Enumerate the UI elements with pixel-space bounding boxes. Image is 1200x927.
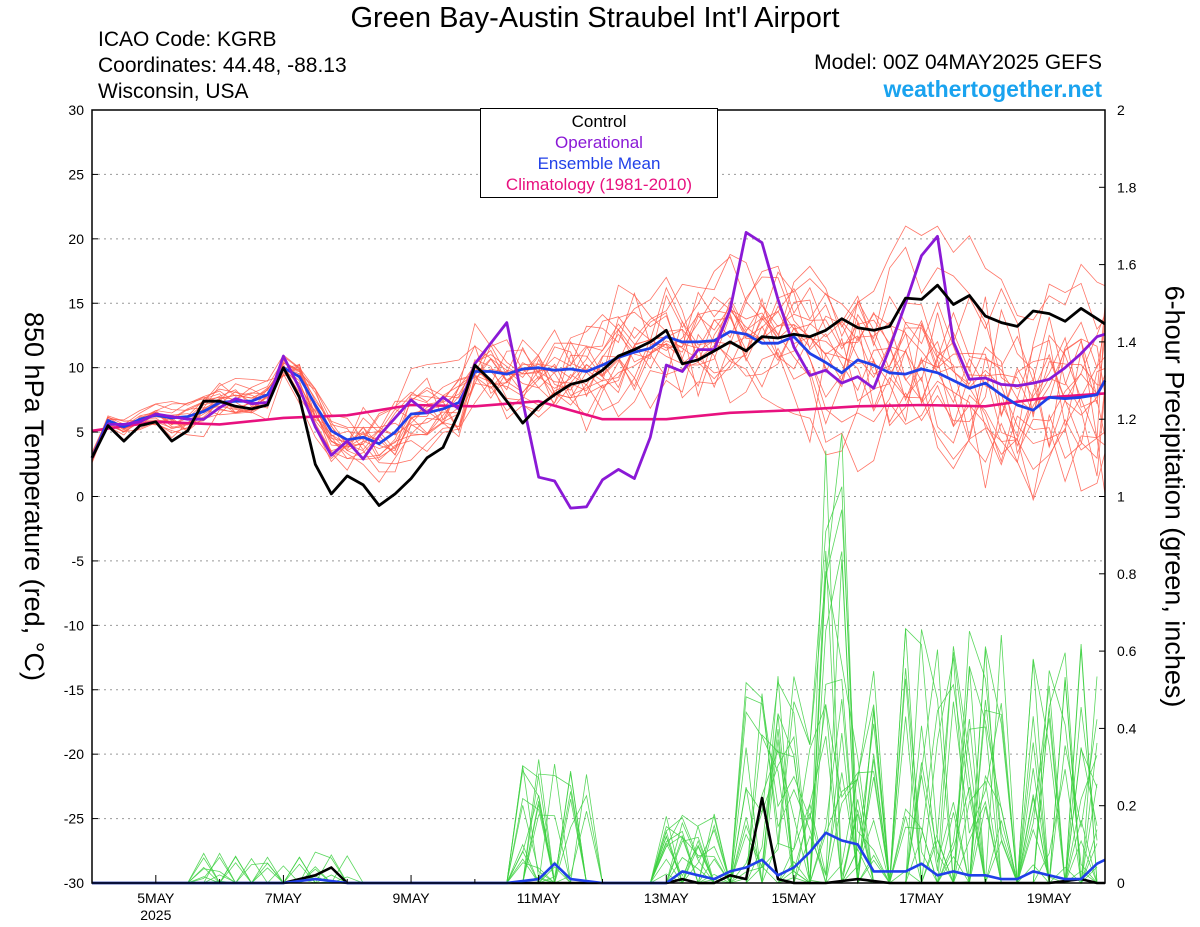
x-tick-label: 9MAY — [393, 890, 431, 906]
y-left-tick-label: 10 — [68, 360, 84, 376]
chart-title: Green Bay-Austin Straubel Int'l Airport — [350, 2, 840, 34]
y-left-tick-label: 15 — [68, 295, 84, 311]
right-axis-ticks: 2 1.8 1.6 1.4 1.2 1 0.8 0.6 0.4 0.2 0 — [1099, 102, 1137, 891]
coordinates: Coordinates: 44.48, -88.13 — [98, 54, 347, 77]
y-right-tick-label: 1 — [1117, 489, 1125, 505]
ensemble-member-precip-line — [92, 433, 1098, 885]
site-link[interactable]: weathertogether.net — [883, 76, 1102, 102]
y-left-tick-label: -20 — [64, 746, 84, 762]
x-tick-label: 15MAY — [771, 890, 817, 906]
ensemble-member-temp-line — [91, 291, 1106, 477]
y-right-tick-label: 0.8 — [1117, 566, 1137, 582]
legend: Control Operational Ensemble Mean Climat… — [480, 108, 718, 198]
ensemble-member-temp-line — [91, 256, 1106, 460]
y-right-tick-label: 0.4 — [1117, 720, 1137, 736]
y-left-tick-label: -5 — [72, 553, 85, 569]
y-right-tick-label: 0.2 — [1117, 798, 1137, 814]
ensemble-member-temp-line — [91, 296, 1106, 456]
ensemble-member-temp-line — [91, 276, 1106, 502]
y-right-tick-label: 1.2 — [1117, 411, 1137, 427]
region: Wisconsin, USA — [98, 80, 249, 103]
control-line — [90, 283, 1106, 507]
grid-lines — [92, 173, 1105, 820]
x-tick-label: 7MAY — [265, 890, 303, 906]
ensemble-member-temp-line — [91, 299, 1106, 483]
ensemble-member-temp-line — [91, 315, 1106, 473]
x-tick-label: 19MAY — [1027, 890, 1073, 906]
ensemble-member-precip-line — [92, 559, 1098, 884]
y-left-tick-label: 0 — [76, 489, 84, 505]
y-left-tick-label: 5 — [76, 424, 84, 440]
ensemble-member-temp-line — [91, 253, 1106, 460]
y-left-tick-label: 30 — [68, 102, 84, 118]
ensemble-member-precip-line — [92, 551, 1098, 885]
y-right-tick-label: 1.8 — [1117, 179, 1137, 195]
legend-ensemble-mean: Ensemble Mean — [537, 154, 661, 173]
operational-line — [90, 230, 1106, 510]
ensemble-mean-line — [90, 330, 1107, 459]
y-right-tick-label: 1.6 — [1117, 257, 1137, 273]
legend-control: Control — [571, 112, 627, 131]
ensemble-member-precip-line — [92, 486, 1098, 884]
x-axis-ticks: 5MAY 7MAY 9MAY 11MAY 13MAY 15MAY 17MAY 19MAY 202… — [91, 875, 1073, 923]
x-tick-label: 17MAY — [899, 890, 945, 906]
y-left-tick-label: -10 — [64, 617, 84, 633]
y-right-tick-label: 0.6 — [1117, 643, 1137, 659]
ensemble-member-precip-line — [92, 550, 1098, 884]
icao-code: ICAO Code: KGRB — [98, 28, 277, 51]
climatology-1981-2010-line — [91, 392, 1106, 433]
y-right-tick-label: 0 — [1117, 875, 1125, 891]
legend-operational: Operational — [555, 133, 643, 152]
x-tick-label: 11MAY — [517, 890, 561, 906]
y-left-tick-label: 25 — [68, 166, 84, 182]
ensemble-member-temp-line — [91, 311, 1106, 492]
ensemble-member-temp-line — [91, 278, 1106, 457]
y-right-tick-label: 2 — [1117, 102, 1125, 118]
y-right-tick-label: 1.4 — [1117, 334, 1137, 350]
y-left-tick-label: -15 — [64, 682, 84, 698]
ensemble-member-precip-lines — [92, 433, 1098, 885]
model-run: Model: 00Z 04MAY2025 GEFS — [814, 51, 1102, 74]
y-axis-label-right: 6-hour Precipitation (green, inches) — [1159, 285, 1190, 708]
ensemble-member-temp-line — [91, 299, 1106, 464]
ensemble-member-precip-line — [92, 627, 1098, 884]
x-year-label: 2025 — [140, 907, 171, 923]
ensemble-member-temperature-lines — [91, 225, 1106, 502]
y-left-tick-label: -30 — [64, 875, 84, 891]
ensemble-member-precip-line — [92, 571, 1098, 885]
y-left-tick-label: -25 — [64, 811, 84, 827]
ensemble-member-precip-line — [92, 628, 1098, 884]
y-left-tick-label: 20 — [68, 231, 84, 247]
legend-climatology: Climatology (1981-2010) — [505, 175, 693, 194]
y-axis-label-left: 850 hPa Temperature (red, °C) — [18, 312, 49, 681]
left-axis-ticks: 30 25 20 15 10 5 0 -5 -10 -15 -20 -25 -30 — [64, 102, 98, 891]
x-tick-label: 5MAY — [137, 890, 175, 906]
x-tick-label: 13MAY — [644, 890, 690, 906]
ensemble-member-temp-line — [91, 225, 1106, 461]
